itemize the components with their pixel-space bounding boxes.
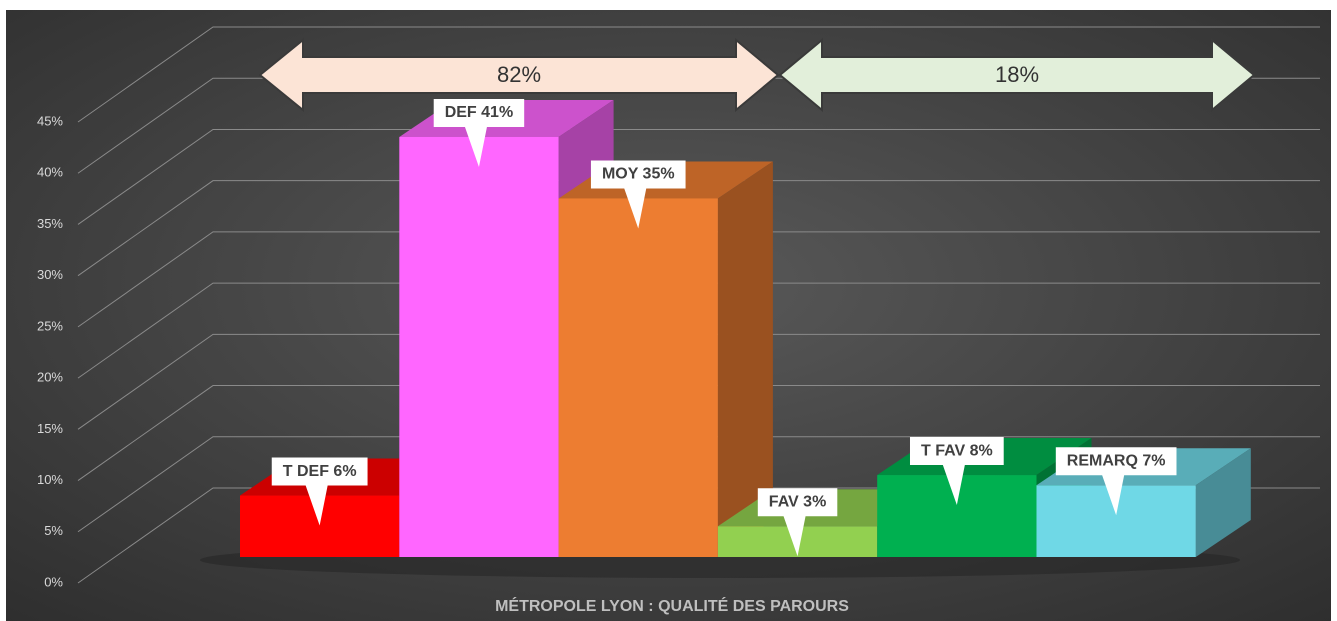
callout	[271, 457, 368, 526]
callout	[1055, 447, 1177, 516]
data-label: REMARQ 7%	[1067, 453, 1166, 470]
y-tick-label: 5%	[44, 523, 63, 538]
chart-title: MÉTROPOLE LYON : QUALITÉ DES PAROURS	[495, 596, 849, 615]
annotation: 82%	[497, 62, 541, 87]
arrow	[778, 37, 1256, 113]
y-tick-label: 35%	[37, 216, 63, 231]
data-label: T FAV 8%	[921, 442, 993, 459]
grid-line	[77, 128, 1320, 225]
grid: 0% 5% 10% 15% 20% 25% 30% 35% 40% 45%	[37, 26, 1320, 589]
bar	[399, 136, 559, 557]
annotation: 18%	[995, 62, 1039, 87]
y-tick-label: 20%	[37, 370, 63, 385]
y-tick-label: 45%	[37, 113, 63, 128]
data-labels: T DEF 6% DEF 41% MOY 35% FAV 3% T FAV 8% REMA…	[271, 98, 1177, 557]
grid-line	[77, 26, 1320, 123]
callout	[590, 160, 686, 229]
callout	[757, 488, 838, 557]
y-tick-label: 40%	[37, 165, 63, 180]
y-tick-label: 0%	[44, 574, 63, 589]
data-label: DEF 41%	[445, 104, 513, 121]
grid-line	[77, 333, 1320, 430]
grid-line	[77, 282, 1320, 379]
grid-line	[77, 231, 1320, 328]
bar-side	[1195, 448, 1251, 557]
arrow	[258, 37, 780, 113]
data-label: T DEF 6%	[283, 463, 357, 480]
grid-line	[77, 436, 1320, 533]
y-tick-label: 25%	[37, 318, 63, 333]
callout	[433, 98, 525, 167]
callout	[909, 437, 1004, 506]
y-tick-label: 30%	[37, 267, 63, 282]
grid-line	[77, 385, 1320, 481]
bars	[240, 99, 1251, 557]
grid-line	[77, 180, 1320, 277]
data-label: MOY 35%	[602, 166, 675, 183]
bar	[558, 198, 718, 557]
bar-side	[717, 161, 773, 557]
y-tick-label: 10%	[37, 472, 63, 487]
y-tick-label: 15%	[37, 421, 63, 436]
data-label: FAV 3%	[769, 493, 827, 510]
